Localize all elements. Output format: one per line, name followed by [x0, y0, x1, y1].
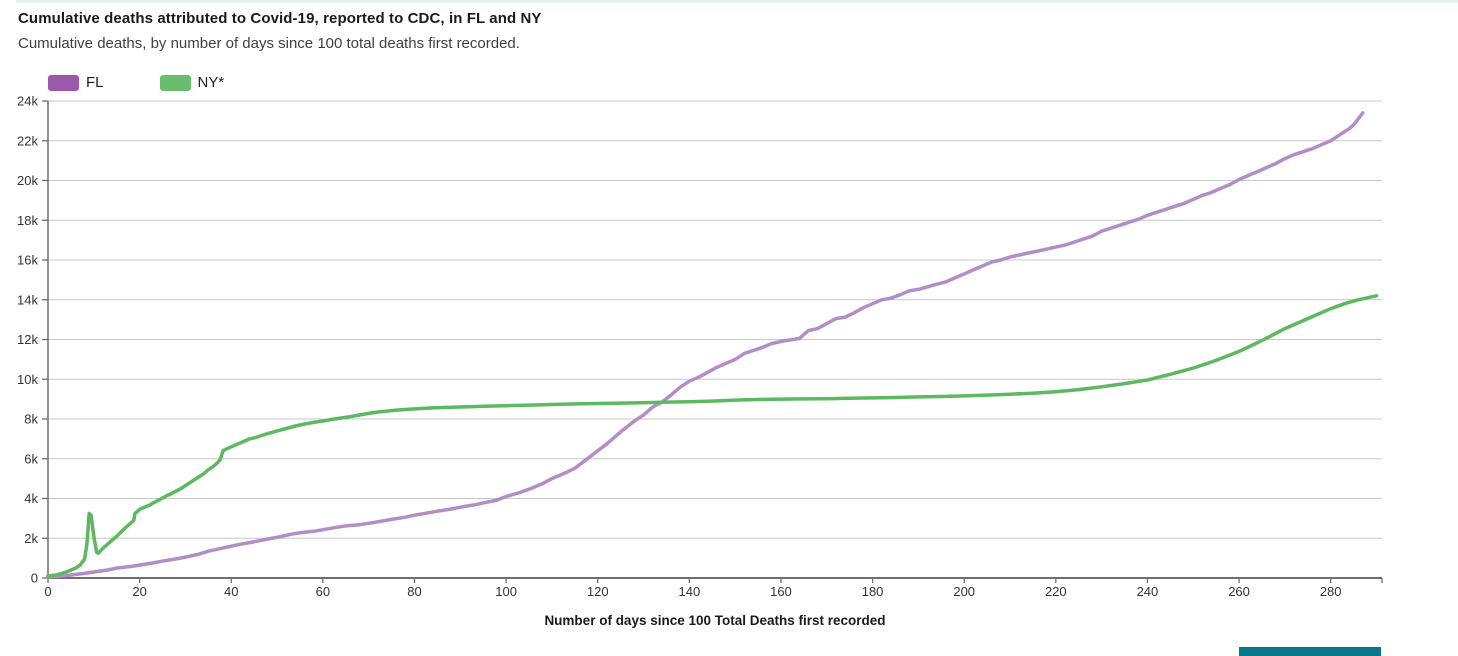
- x-tick-label: 0: [44, 584, 51, 599]
- y-tick-label: 6k: [24, 451, 38, 466]
- x-tick-label: 240: [1137, 584, 1159, 599]
- partial-teal-button[interactable]: [1239, 647, 1381, 656]
- y-tick-label: 8k: [24, 412, 38, 427]
- x-tick-label: 60: [316, 584, 330, 599]
- x-tick-label: 140: [678, 584, 700, 599]
- x-tick-label: 20: [132, 584, 146, 599]
- y-tick-label: 12k: [17, 332, 38, 347]
- legend-item-fl[interactable]: FL: [48, 74, 104, 91]
- chart-title: Cumulative deaths attributed to Covid-19…: [18, 10, 542, 27]
- legend-swatch: [159, 74, 191, 91]
- x-tick-label: 100: [495, 584, 517, 599]
- y-tick-label: 18k: [17, 213, 38, 228]
- series-line-ny: [46, 294, 1379, 578]
- series-line-fl: [46, 111, 1365, 579]
- x-axis-title: Number of days since 100 Total Deaths fi…: [544, 613, 886, 628]
- y-tick-label: 22k: [17, 133, 38, 148]
- y-tick-label: 20k: [17, 173, 38, 188]
- y-tick-label: 16k: [17, 253, 38, 268]
- legend-label: FL: [86, 74, 104, 91]
- chart-subtitle: Cumulative deaths, by number of days sin…: [18, 35, 520, 52]
- y-tick-label: 24k: [17, 94, 38, 109]
- x-tick-label: 180: [862, 584, 884, 599]
- x-tick-label: 280: [1320, 584, 1342, 599]
- x-tick-label: 120: [587, 584, 609, 599]
- y-tick-label: 0: [31, 571, 38, 586]
- legend-swatch: [48, 74, 79, 91]
- x-tick-label: 260: [1228, 584, 1250, 599]
- y-tick-label: 4k: [24, 491, 38, 506]
- legend-item-ny[interactable]: NY*: [159, 74, 225, 91]
- y-tick-label: 10k: [17, 372, 38, 387]
- y-tick-label: 14k: [17, 292, 38, 307]
- legend-label: NY*: [197, 74, 225, 91]
- x-tick-label: 160: [770, 584, 792, 599]
- top-accent-strip: [16, 0, 1458, 3]
- y-tick-label: 2k: [24, 531, 38, 546]
- x-tick-label: 80: [407, 584, 421, 599]
- x-tick-label: 40: [224, 584, 238, 599]
- x-tick-label: 220: [1045, 584, 1067, 599]
- chart-legend: FL NY*: [48, 74, 224, 91]
- x-tick-label: 200: [953, 584, 975, 599]
